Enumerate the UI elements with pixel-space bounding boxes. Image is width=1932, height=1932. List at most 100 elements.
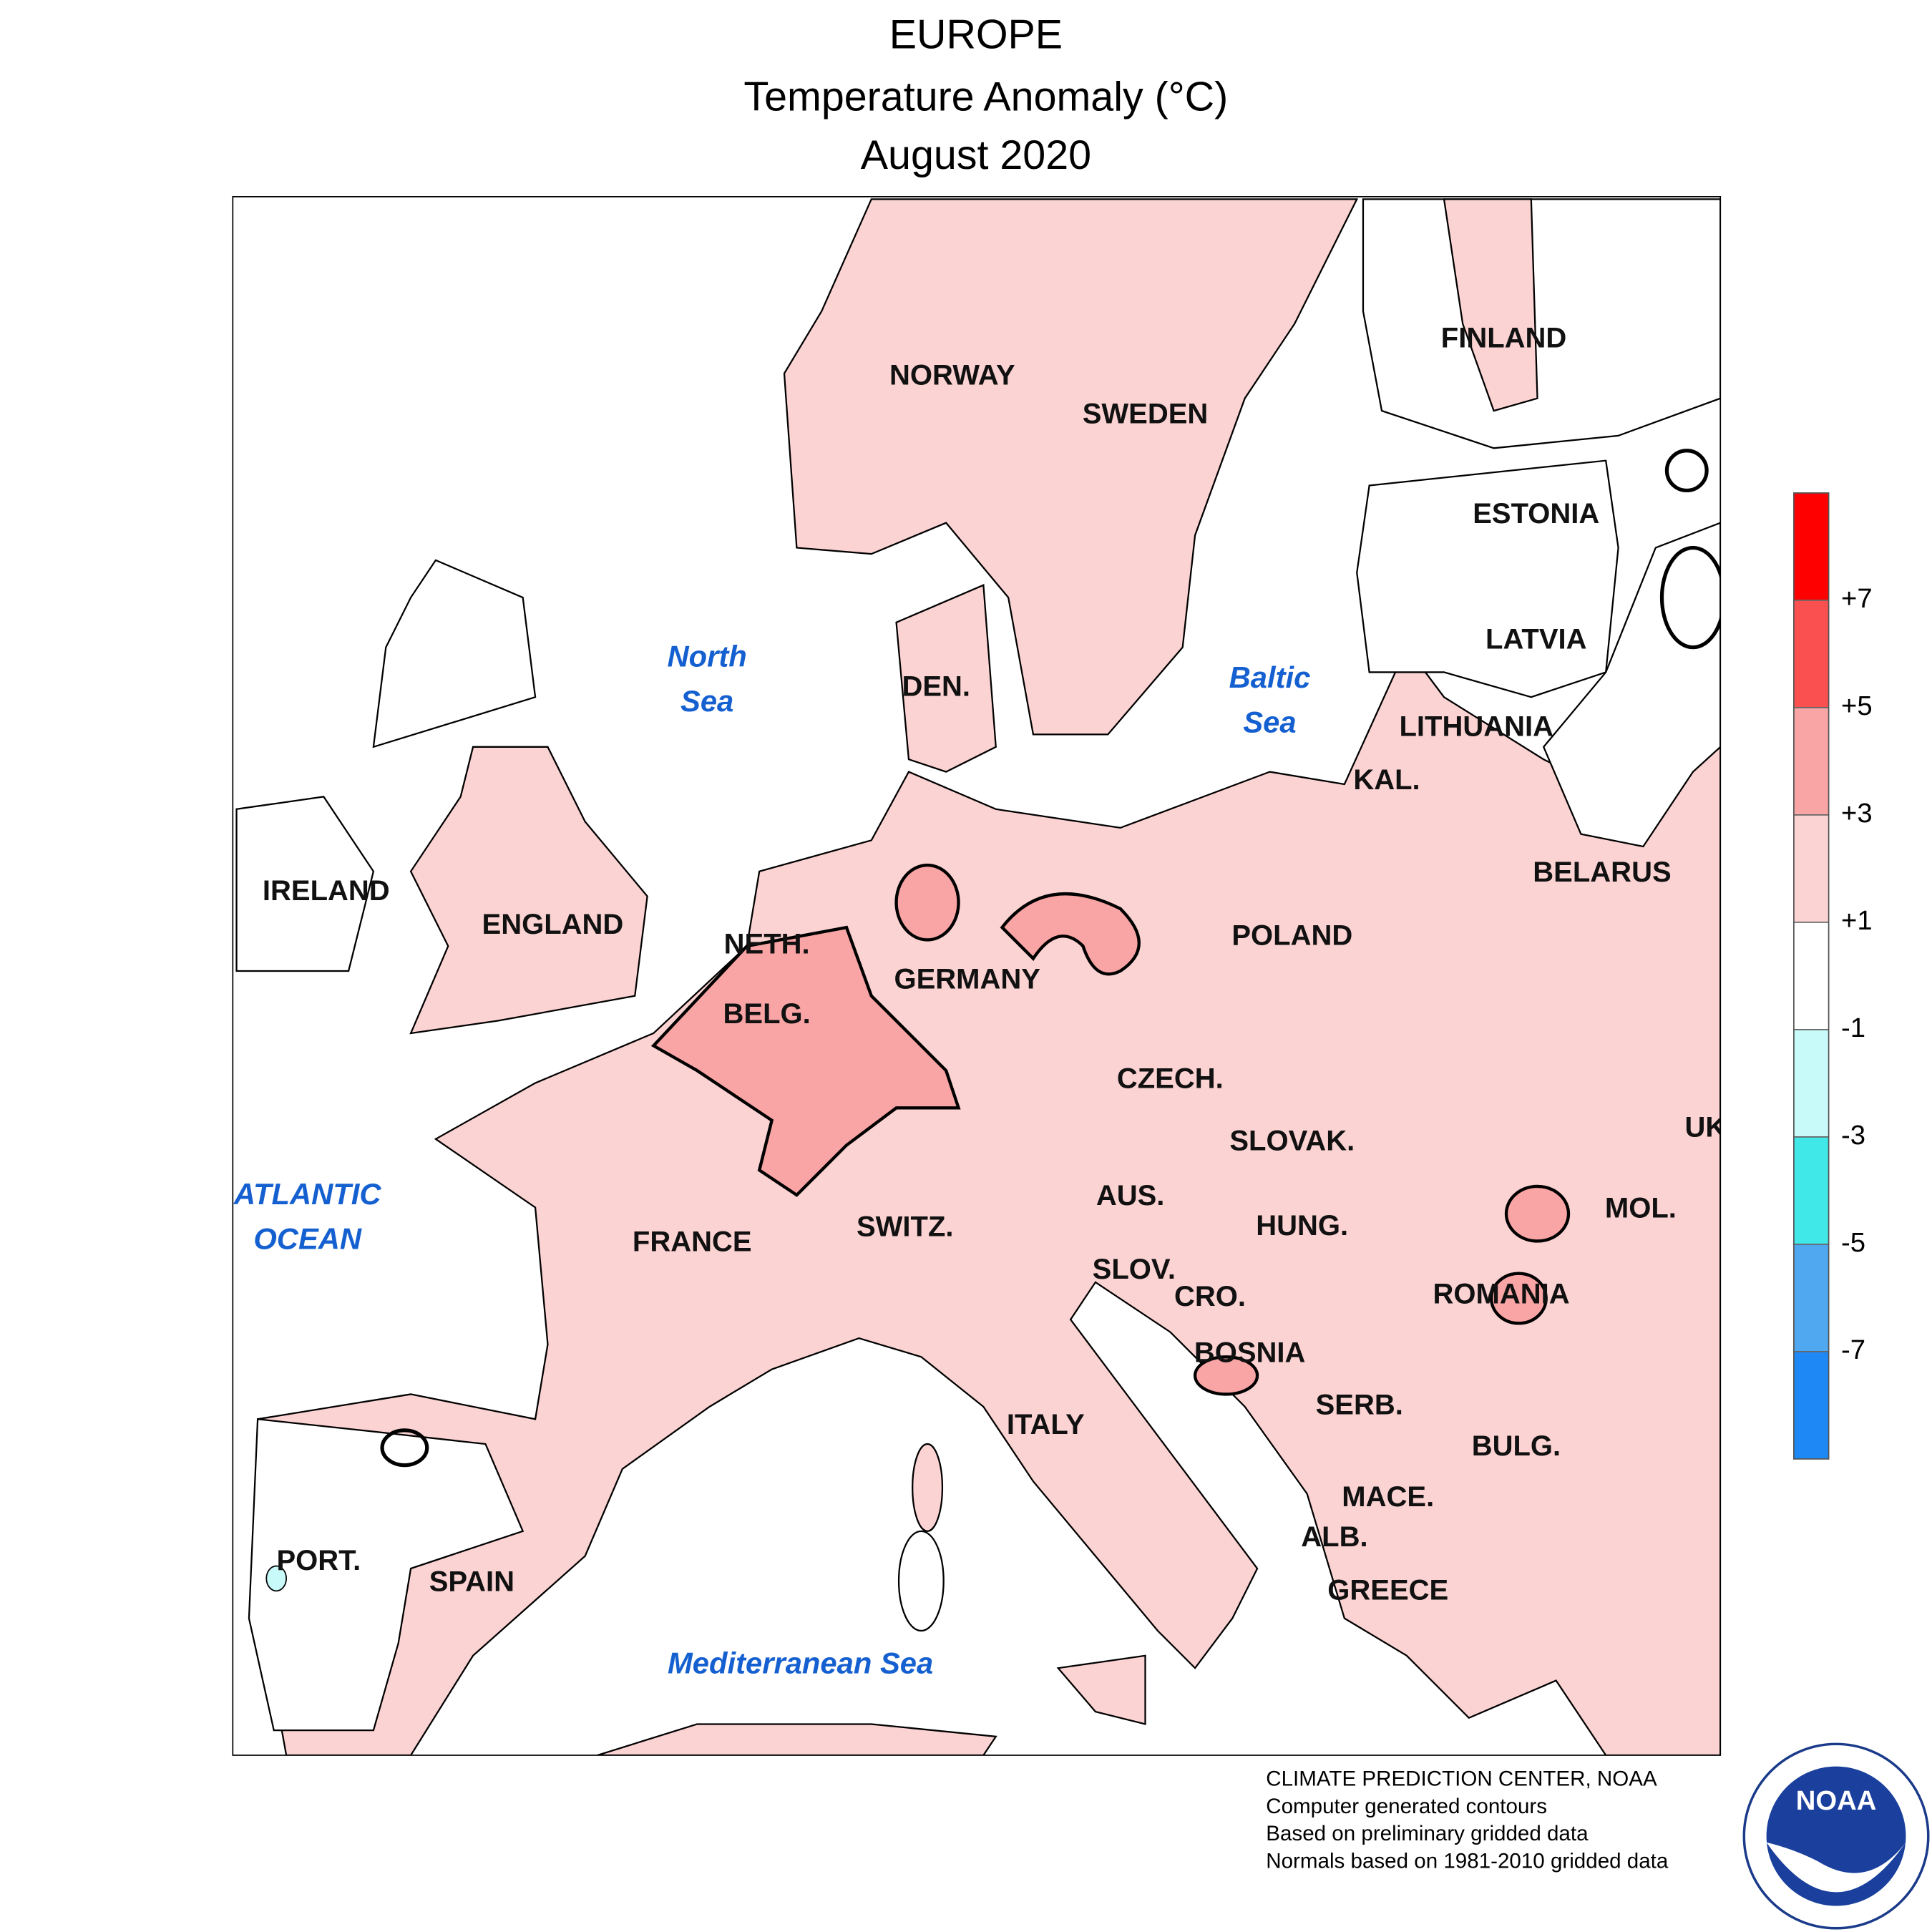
map [233, 196, 1721, 1755]
country-label: BULG. [1472, 1430, 1561, 1462]
color-segment [1793, 1351, 1829, 1459]
footer-line: Computer generated contours [1266, 1795, 1547, 1818]
map-frame [232, 196, 1722, 1756]
benelux-warm [650, 925, 961, 1197]
contour [1659, 545, 1721, 650]
warm-blob [1000, 892, 1141, 976]
britain [372, 559, 537, 748]
contour [380, 1428, 429, 1468]
footer-line: CLIMATE PREDICTION CENTER, NOAA [1266, 1767, 1657, 1791]
sea-label: Baltic [1229, 660, 1311, 694]
country-label: DEN. [902, 671, 970, 703]
country-label: ROMANIA [1433, 1279, 1570, 1310]
sardinia [897, 1530, 945, 1632]
country-label: IRELAND [263, 875, 390, 907]
country-label: SWEDEN [1083, 399, 1209, 430]
warm-blob [894, 863, 960, 942]
denmark [895, 583, 997, 773]
warm-blob [1489, 1272, 1548, 1325]
contour [1664, 449, 1709, 493]
footer-line: Based on preliminary gridded data [1266, 1822, 1589, 1845]
country-label: CRO. [1174, 1281, 1246, 1312]
sicily [1056, 1654, 1146, 1725]
finland-warm [1443, 198, 1538, 412]
warm-blob [1193, 1355, 1259, 1396]
country-label: HUNG. [1256, 1210, 1348, 1241]
country-label: SERB. [1316, 1389, 1403, 1420]
tick-label: -1 [1841, 1013, 1865, 1043]
baltic-states [1356, 459, 1619, 698]
country-label: FRANCE [633, 1226, 752, 1258]
country-label: BOSNIA [1194, 1337, 1306, 1368]
cool-blob [265, 1565, 287, 1592]
tick-label: +1 [1841, 905, 1873, 936]
color-segment [1793, 707, 1829, 815]
sea-label: OCEAN [253, 1222, 362, 1256]
england [409, 746, 648, 1035]
country-label: MACE. [1342, 1481, 1434, 1513]
color-segment [1793, 600, 1829, 708]
warm-blob [1504, 1184, 1571, 1243]
tick-label: +3 [1841, 798, 1873, 829]
color-segment [1793, 1029, 1829, 1137]
country-label: GERMANY [894, 963, 1041, 995]
country-label: ALB. [1301, 1521, 1367, 1553]
sea-label: Sea [1243, 706, 1296, 739]
country-label: BELARUS [1533, 857, 1671, 888]
country-label: POLAND [1231, 920, 1352, 952]
sea-label: North [667, 639, 746, 673]
country-label: ITALY [1007, 1409, 1085, 1440]
north-africa [597, 1723, 997, 1755]
tick-label: -3 [1841, 1120, 1865, 1151]
country-label: SWITZ. [857, 1211, 954, 1243]
logo-text: NOAA [1796, 1785, 1877, 1816]
noaa-logo: NOAA [1742, 1742, 1930, 1930]
color-segment [1793, 922, 1829, 1030]
country-label: ENGLAND [482, 909, 624, 940]
color-segment [1793, 492, 1829, 600]
country-label: SLOV. [1093, 1254, 1176, 1285]
country-label: SLOVAK. [1229, 1126, 1355, 1157]
country-label: ESTONIA [1473, 498, 1599, 530]
country-label: SPAIN [429, 1566, 514, 1597]
country-label: LATVIA [1485, 624, 1586, 655]
subtitle: Temperature Anomaly (°C) [743, 74, 1228, 119]
country-label: GREECE [1327, 1575, 1448, 1606]
country-label: MOL. [1605, 1193, 1677, 1224]
tick-label: -7 [1841, 1335, 1865, 1365]
color-segment [1793, 1244, 1829, 1352]
colorbar-frame [1793, 492, 1830, 1460]
corsica [912, 1443, 944, 1532]
country-label: NETH. [724, 929, 810, 960]
country-label: AUS. [1096, 1180, 1165, 1211]
ireland [235, 796, 375, 972]
colorbar: -7 -5 -3 -1 +1 +3 +5 +7 [1793, 492, 1873, 1460]
tick-label: +7 [1841, 583, 1873, 614]
sea-labels: North Sea Baltic Sea ATLANTIC OCEAN Medi… [233, 639, 1310, 1679]
country-label: PORT. [276, 1545, 361, 1576]
country-labels: NORWAY SWEDEN FINLAND ESTONIA LATVIA LIT… [263, 322, 1726, 1606]
country-label: NORWAY [889, 360, 1015, 391]
tick-label: +5 [1841, 691, 1873, 721]
sea-label: Mediterranean Sea [668, 1646, 933, 1680]
country-label: FINLAND [1441, 322, 1567, 353]
scandinavia [783, 198, 1359, 736]
country-label: BELG. [723, 998, 811, 1030]
country-label: UK [1684, 1111, 1726, 1143]
country-label: CZECH. [1117, 1063, 1224, 1095]
color-segment [1793, 1136, 1829, 1244]
tick-label: -5 [1841, 1227, 1865, 1258]
footer-line: Normals based on 1981-2010 gridded data [1266, 1849, 1669, 1873]
footer: CLIMATE PREDICTION CENTER, NOAA Computer… [1266, 1767, 1669, 1873]
portugal-spain-west [248, 1418, 525, 1732]
finland [1362, 198, 1721, 449]
sea-label: Sea [680, 684, 733, 718]
period: August 2020 [861, 132, 1091, 178]
color-segment [1793, 814, 1829, 922]
belarus-north [1542, 522, 1721, 848]
country-label: KAL. [1353, 764, 1420, 796]
sea-label: ATLANTIC [233, 1177, 381, 1211]
country-label: LITHUANIA [1400, 711, 1554, 742]
title: EUROPE [889, 11, 1063, 57]
